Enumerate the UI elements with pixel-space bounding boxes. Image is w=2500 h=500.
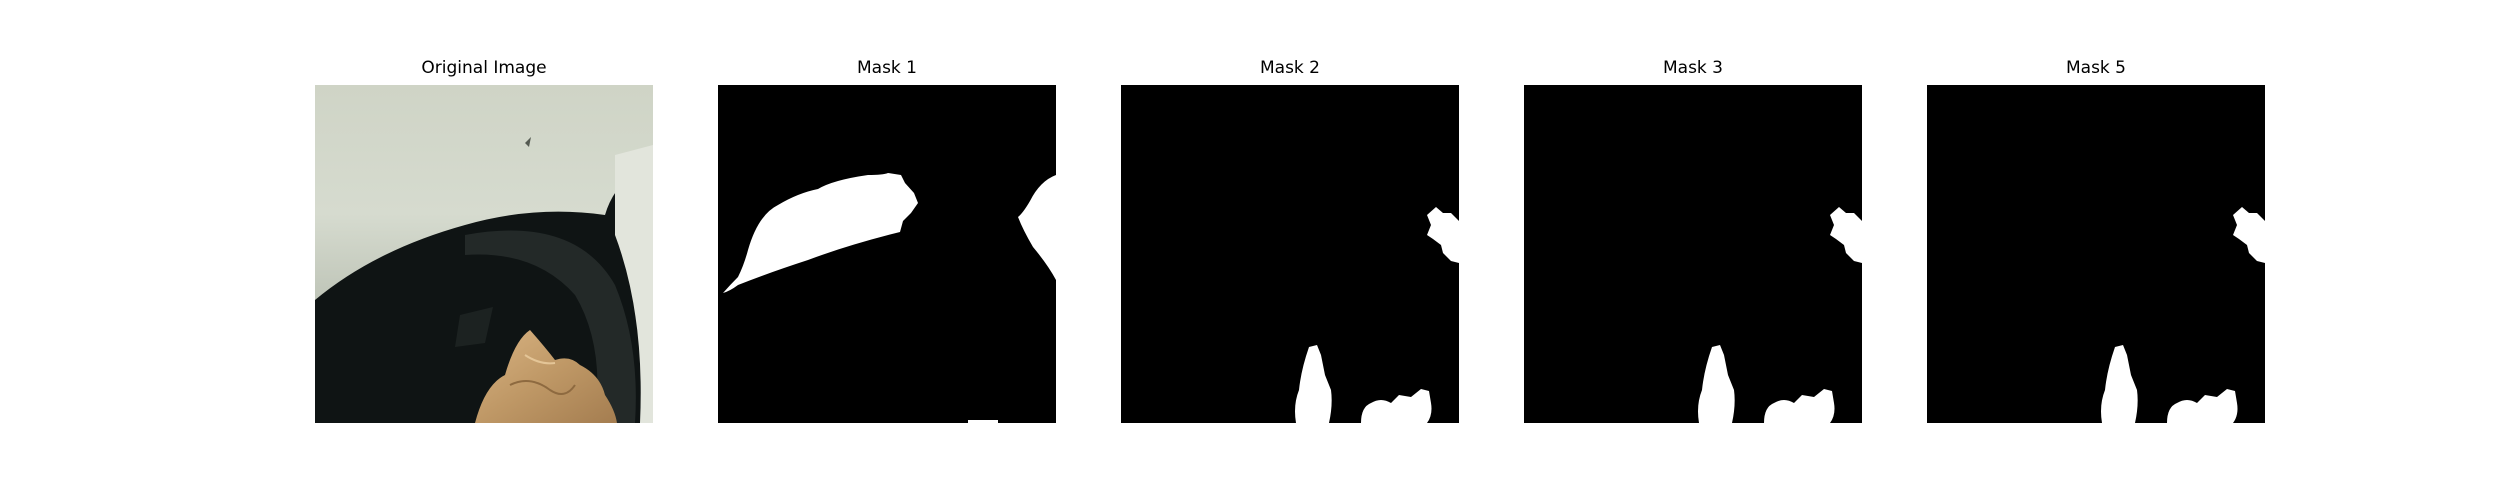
mask-region <box>968 420 998 423</box>
panel-title: Original Image <box>315 58 653 78</box>
panel-title: Mask 3 <box>1524 58 1862 78</box>
original-image <box>315 85 653 423</box>
mask-image <box>1524 85 1862 423</box>
mask-image <box>1927 85 2265 423</box>
mask-image <box>1121 85 1459 423</box>
mask-image <box>718 85 1056 423</box>
panel-title: Mask 2 <box>1121 58 1459 78</box>
panel-title: Mask 5 <box>1927 58 2265 78</box>
panel-title: Mask 1 <box>718 58 1056 78</box>
